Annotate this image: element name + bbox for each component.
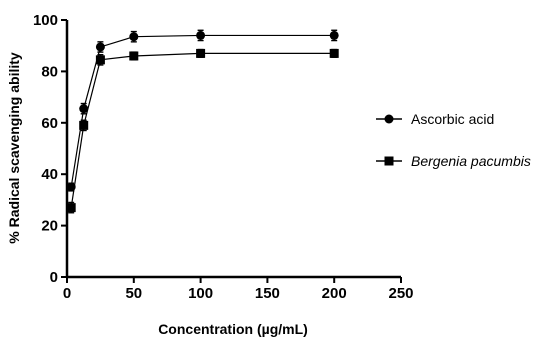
- legend-marker: [384, 156, 394, 166]
- data-point: [66, 203, 76, 213]
- legend: Ascorbic acid Bergenia pacumbis: [376, 111, 531, 169]
- y-tick-label: 40: [41, 166, 58, 183]
- data-point: [129, 32, 139, 42]
- x-tick-label: 200: [322, 285, 347, 302]
- data-point: [196, 30, 206, 40]
- legend-item: Bergenia pacumbis: [376, 153, 531, 169]
- x-tick-label: 250: [388, 285, 413, 302]
- y-tick-label: 0: [50, 269, 58, 286]
- y-tick-label: 20: [41, 218, 58, 235]
- plot-area: 0 20 40 60 80 100 0 50 100 150 200 250: [33, 12, 414, 302]
- series-square: [66, 48, 339, 214]
- x-tick-label: 100: [188, 285, 213, 302]
- data-point: [79, 120, 89, 130]
- x-axis-title: Concentration (µg/mL): [158, 321, 308, 337]
- data-point: [196, 48, 206, 58]
- y-tick-label: 80: [41, 63, 58, 80]
- data-point: [95, 55, 105, 65]
- legend-item: Ascorbic acid: [376, 111, 494, 127]
- x-tick-label: 50: [125, 285, 142, 302]
- data-point: [129, 51, 139, 61]
- x-tick-label: 0: [63, 285, 71, 302]
- legend-label: Ascorbic acid: [411, 111, 494, 127]
- y-tick-label: 100: [33, 12, 58, 29]
- legend-label: Bergenia pacumbis: [411, 153, 531, 169]
- x-tick-label: 150: [255, 285, 280, 302]
- y-tick-label: 60: [41, 115, 58, 132]
- data-point: [95, 42, 105, 52]
- y-axis-title: % Radical scavenging ability: [6, 52, 22, 244]
- data-point: [79, 104, 89, 114]
- data-point: [329, 30, 339, 40]
- data-point: [329, 48, 339, 58]
- series-line: [70, 52, 335, 208]
- legend-marker: [384, 114, 394, 124]
